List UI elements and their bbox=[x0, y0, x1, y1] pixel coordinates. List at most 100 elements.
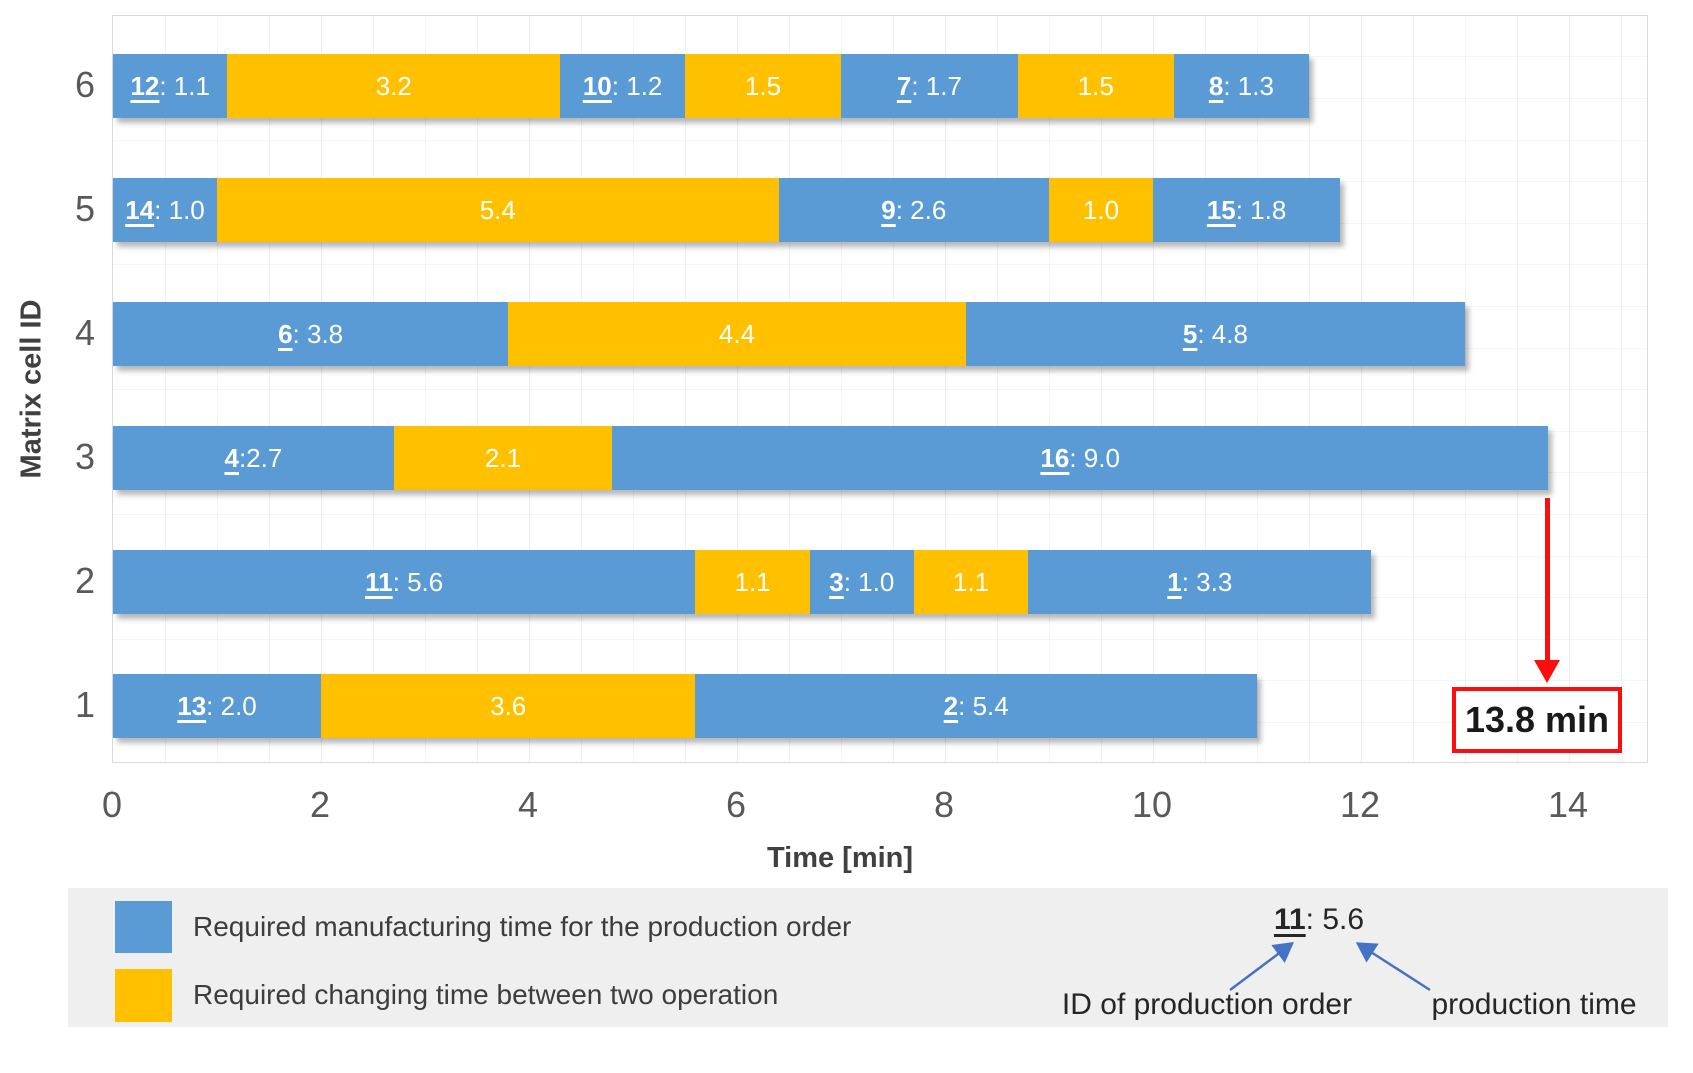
y-tick-label: 2 bbox=[74, 560, 95, 601]
vertical-gridline bbox=[1309, 16, 1310, 762]
bar-segment-label: 4.4 bbox=[718, 319, 756, 349]
vertical-gridline bbox=[737, 16, 738, 762]
vertical-gridline bbox=[425, 16, 426, 762]
bar-segment-changing: 1.5 bbox=[684, 54, 841, 118]
legend-example-id: 11 bbox=[1273, 903, 1306, 936]
bar-segment-manufacturing: 1: 3.3 bbox=[1028, 550, 1372, 614]
vertical-gridline bbox=[789, 16, 790, 762]
vertical-gridline bbox=[477, 16, 478, 762]
bar-segment-label: 13: 2.0 bbox=[177, 691, 257, 721]
bar-segment-manufacturing: 8: 1.3 bbox=[1173, 54, 1309, 118]
horizontal-gridline bbox=[113, 514, 1647, 515]
total-time-label: 13.8 min bbox=[1464, 699, 1610, 740]
vertical-gridline bbox=[217, 16, 218, 762]
production-order-id: 14 bbox=[125, 195, 155, 225]
plot-area: 12: 1.1 3.2 10: 1.2 1.5 7: 1.7 1.5 8: 1.3 14: 1… bbox=[112, 15, 1648, 763]
production-order-id: 4 bbox=[224, 443, 239, 473]
legend-example-time: 5.6 bbox=[1322, 903, 1365, 936]
vertical-gridline bbox=[1465, 16, 1466, 762]
bar-segment-changing: 1.1 bbox=[913, 550, 1029, 614]
bar-row-cell-6: 12: 1.1 3.2 10: 1.2 1.5 7: 1.7 1.5 8: 1.3 bbox=[113, 54, 1309, 118]
legend-example-id-caption: ID of production order bbox=[1061, 988, 1353, 1021]
bar-row-cell-4: 6: 3.8 4.4 5: 4.8 bbox=[113, 302, 1465, 366]
production-order-id: 13 bbox=[177, 691, 207, 721]
x-tick-label: 2 bbox=[309, 784, 331, 825]
production-order-id: 5 bbox=[1182, 319, 1198, 349]
bar-segment-changing: 2.1 bbox=[393, 426, 613, 490]
production-order-id: 3 bbox=[829, 567, 844, 597]
production-order-id: 16 bbox=[1040, 443, 1070, 473]
total-time-annotation-box: 13.8 min bbox=[1452, 687, 1622, 753]
vertical-gridline bbox=[1101, 16, 1102, 762]
x-tick-label: 4 bbox=[517, 784, 539, 825]
bar-segment-manufacturing: 11: 5.6 bbox=[113, 550, 696, 614]
vertical-gridline bbox=[1517, 16, 1518, 762]
bar-row-cell-2: 11: 5.6 1.1 3: 1.0 1.1 1: 3.3 bbox=[113, 550, 1372, 614]
production-order-id: 1 bbox=[1167, 567, 1182, 597]
legend-swatch-manufacturing bbox=[115, 901, 172, 953]
x-tick-label: 0 bbox=[101, 784, 123, 825]
production-order-id: 2 bbox=[943, 691, 959, 721]
bar-segment-manufacturing: 3: 1.0 bbox=[809, 550, 914, 614]
bar-segment-manufacturing: 12: 1.1 bbox=[113, 54, 228, 118]
bar-segment-manufacturing: 15: 1.8 bbox=[1152, 178, 1341, 242]
bar-segment-manufacturing: 7: 1.7 bbox=[840, 54, 1018, 118]
y-tick-label: 4 bbox=[74, 312, 95, 353]
legend-swatch-changing bbox=[115, 969, 172, 1022]
bar-row-cell-5: 14: 1.0 5.4 9: 2.6 1.0 15: 1.8 bbox=[113, 178, 1341, 242]
vertical-gridline bbox=[165, 16, 166, 762]
bar-segment-label: 15: 1.8 bbox=[1206, 195, 1287, 225]
vertical-gridline bbox=[321, 16, 322, 762]
bar-segment-manufacturing: 4:2.7 bbox=[113, 426, 394, 490]
bar-segment-label: 3.2 bbox=[375, 71, 412, 101]
bar-segment-label: 5: 4.8 bbox=[1182, 319, 1248, 349]
legend-label-manufacturing: Required manufacturing time for the prod… bbox=[193, 911, 852, 942]
bar-segment-label: 3.6 bbox=[490, 691, 527, 721]
bar-segment-manufacturing: 14: 1.0 bbox=[113, 178, 217, 242]
bar-segment-label: 8: 1.3 bbox=[1208, 71, 1274, 101]
production-order-id: 11 bbox=[365, 567, 393, 597]
x-tick-label: 14 bbox=[1547, 784, 1589, 825]
bar-segment-manufacturing: 9: 2.6 bbox=[778, 178, 1049, 242]
bar-segment-label: 3: 1.0 bbox=[829, 567, 895, 597]
bar-segment-changing: 3.6 bbox=[321, 674, 696, 738]
bar-row-cell-3: 4:2.7 2.1 16: 9.0 bbox=[113, 426, 1549, 490]
legend: Required manufacturing time for the prod… bbox=[68, 888, 1668, 1027]
bar-segment-changing: 1.5 bbox=[1017, 54, 1174, 118]
horizontal-gridline bbox=[113, 264, 1647, 266]
y-tick-label: 6 bbox=[74, 64, 95, 105]
production-order-id: 15 bbox=[1206, 195, 1236, 225]
vertical-gridline bbox=[945, 16, 946, 762]
x-tick-label: 12 bbox=[1339, 784, 1381, 825]
production-order-id: 8 bbox=[1208, 71, 1224, 101]
bar-segment-label: 14: 1.0 bbox=[125, 195, 205, 225]
bar-segment-label: 10: 1.2 bbox=[582, 71, 663, 101]
vertical-gridline bbox=[893, 16, 894, 762]
bar-segment-label: 1: 3.3 bbox=[1167, 567, 1233, 597]
y-tick-label: 1 bbox=[74, 684, 95, 725]
bar-segment-changing: 1.1 bbox=[695, 550, 810, 614]
bar-segment-label: 2.1 bbox=[484, 443, 522, 473]
legend-example-sep: : bbox=[1305, 903, 1323, 936]
bar-segment-label: 2: 5.4 bbox=[943, 691, 1009, 721]
vertical-gridline bbox=[997, 16, 998, 762]
bar-segment-changing: 3.2 bbox=[227, 54, 561, 118]
bar-segment-label: 1.1 bbox=[734, 567, 771, 597]
x-tick-label: 10 bbox=[1131, 784, 1173, 825]
bar-segment-label: 4:2.7 bbox=[224, 443, 283, 473]
production-order-id: 9 bbox=[881, 195, 896, 225]
vertical-gridline bbox=[581, 16, 582, 762]
vertical-gridline bbox=[1361, 16, 1362, 762]
production-order-id: 12 bbox=[130, 71, 160, 101]
total-time-arrow-head-icon bbox=[1534, 660, 1561, 683]
bar-segment-manufacturing: 13: 2.0 bbox=[113, 674, 321, 738]
bar-row-cell-1: 13: 2.0 3.6 2: 5.4 bbox=[113, 674, 1257, 738]
horizontal-gridline bbox=[113, 389, 1647, 391]
bar-segment-manufacturing: 5: 4.8 bbox=[965, 302, 1465, 366]
bar-segment-label: 12: 1.1 bbox=[130, 71, 210, 101]
bar-segment-manufacturing: 16: 9.0 bbox=[612, 426, 1549, 490]
production-order-id: 10 bbox=[582, 71, 612, 101]
vertical-gridline bbox=[633, 16, 634, 762]
production-order-id: 7 bbox=[896, 71, 912, 101]
